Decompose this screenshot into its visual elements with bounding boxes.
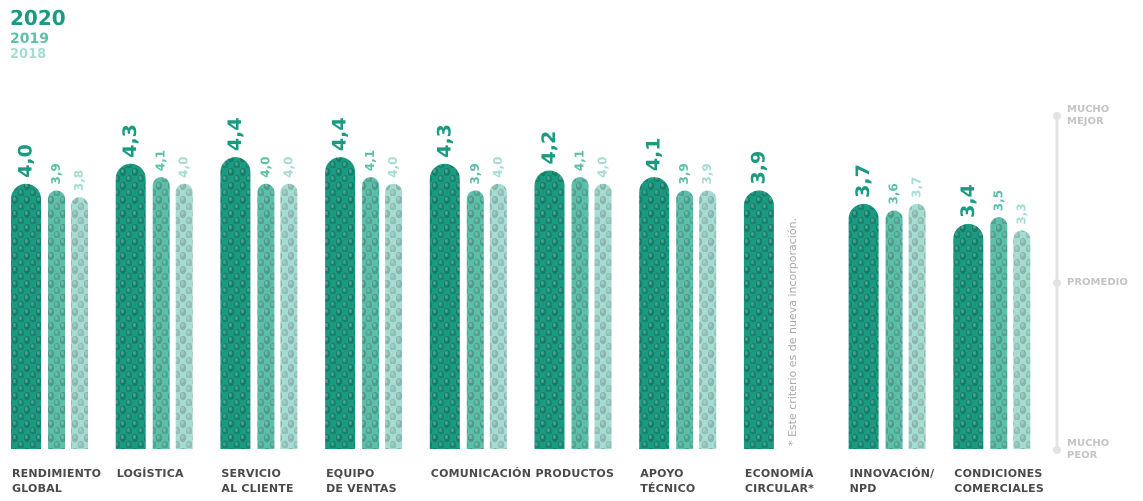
value-label: 4,0 (596, 157, 610, 178)
value-label: 3,9 (468, 163, 482, 184)
bar (383, 181, 405, 451)
x-tick-label: CONDICIONES COMERCIALES (954, 467, 1044, 495)
bar (988, 215, 1010, 451)
bar (846, 201, 881, 451)
annotation: * Este criterio es de nueva incorporació… (786, 218, 799, 446)
bar (637, 175, 672, 451)
value-label: 4,2 (538, 131, 560, 165)
bar (173, 181, 195, 451)
bar (487, 181, 509, 451)
value-label: 3,3 (1014, 203, 1028, 224)
x-tick-label: COMUNICACIÓN (430, 467, 532, 480)
x-tick-label: INNOVACIÓN/ NPD (849, 467, 935, 495)
value-label: 3,4 (957, 184, 979, 218)
value-label: 3,9 (677, 163, 691, 184)
bar (883, 208, 905, 451)
bar (46, 188, 67, 451)
bar (69, 195, 90, 451)
x-tick-label: LOGÍSTICA (116, 467, 184, 480)
value-label: 4,4 (224, 117, 246, 151)
bar (951, 221, 986, 451)
x-tick-label: ECONOMÍA CIRCULAR* (744, 467, 815, 495)
value-label: 3,7 (910, 177, 924, 198)
bar (1011, 228, 1033, 451)
bar (255, 181, 277, 451)
value-label: 3,8 (72, 170, 86, 191)
bar (360, 175, 382, 451)
y-tick-label: MUCHO MEJOR (1067, 104, 1110, 127)
value-label: 3,7 (852, 164, 874, 198)
value-label: 4,0 (177, 157, 191, 178)
bar (674, 188, 696, 451)
x-tick-label: PRODUCTOS (535, 467, 615, 480)
value-label: 4,0 (15, 144, 37, 178)
bar (697, 188, 719, 451)
bar (532, 168, 567, 451)
value-label: 4,0 (281, 157, 295, 178)
value-label: 4,1 (573, 150, 587, 171)
value-label: 4,3 (119, 124, 141, 158)
legend-entry: 2019 (10, 31, 49, 47)
axis-tick (1053, 279, 1061, 287)
bar (741, 188, 776, 451)
bar (323, 155, 358, 451)
bar (427, 161, 462, 451)
bar (278, 181, 300, 451)
value-label: 4,4 (329, 117, 351, 151)
value-label: 4,1 (363, 150, 377, 171)
axis-tick (1053, 112, 1061, 120)
value-label: 3,9 (700, 163, 714, 184)
bar (9, 181, 43, 451)
legend-entry: 2018 (10, 47, 47, 62)
y-tick-label: MUCHO PEOR (1067, 438, 1110, 461)
value-label: 4,0 (258, 157, 272, 178)
bar (150, 175, 172, 451)
value-label: 4,0 (386, 157, 400, 178)
value-label: 3,9 (747, 151, 769, 185)
y-tick-label: PROMEDIO (1067, 277, 1128, 288)
x-tick-label: SERVICIO AL CLIENTE (221, 467, 294, 495)
axis-tick (1053, 446, 1061, 454)
value-label: 3,5 (991, 190, 1005, 211)
value-label: 4,1 (154, 150, 168, 171)
bar (464, 188, 486, 451)
bar (218, 155, 253, 451)
x-tick-label: APOYO TÉCNICO (640, 467, 696, 495)
value-label: 4,1 (643, 137, 665, 171)
bar (906, 201, 928, 451)
x-tick-label: EQUIPO DE VENTAS (326, 467, 397, 495)
bar (113, 161, 148, 451)
x-tick-label: RENDIMIENTO GLOBAL (12, 467, 102, 495)
value-label: 4,0 (491, 157, 505, 178)
bar (569, 175, 591, 451)
value-label: 3,9 (49, 163, 63, 184)
value-label: 3,6 (887, 183, 901, 204)
bar (592, 181, 614, 451)
legend-entry: 2020 (10, 6, 66, 30)
value-label: 4,3 (433, 124, 455, 158)
